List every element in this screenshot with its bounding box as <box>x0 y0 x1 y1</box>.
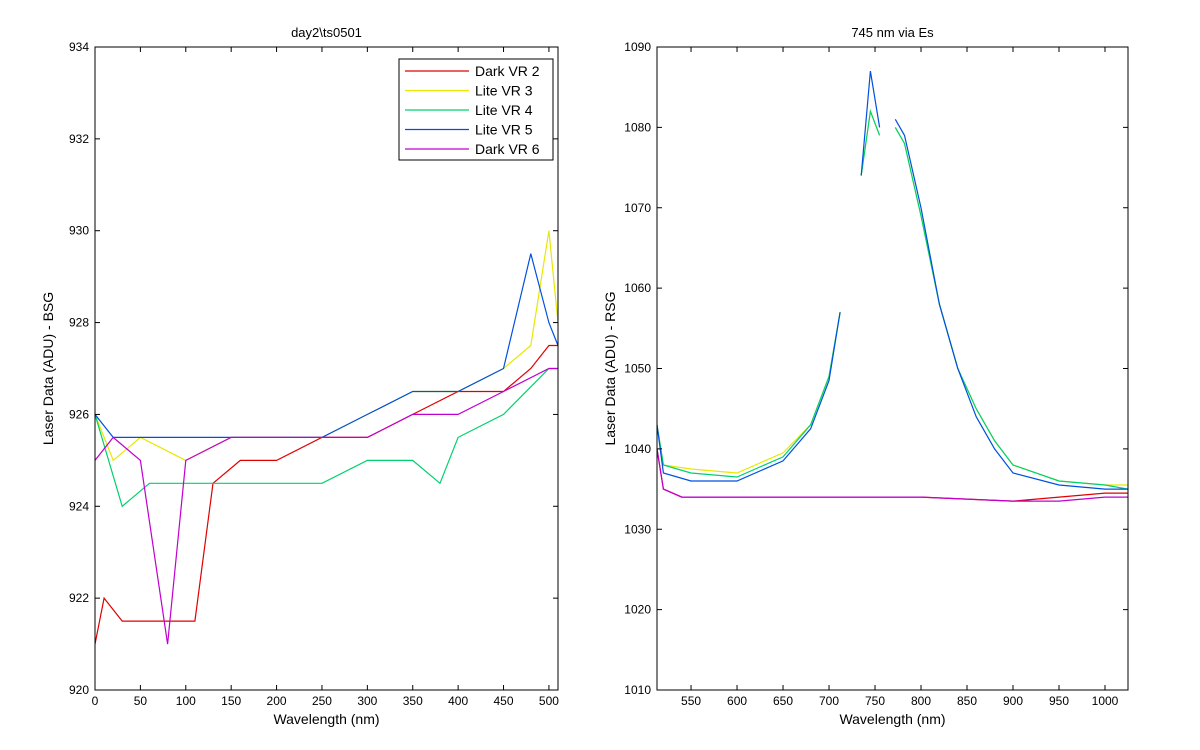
y-tick-label: 1030 <box>624 522 651 536</box>
x-tick-label: 300 <box>357 694 377 708</box>
x-tick-label: 550 <box>681 694 701 708</box>
x-tick-label: 450 <box>494 694 514 708</box>
series-line-1 <box>95 344 558 645</box>
axes-frame <box>94 46 559 691</box>
x-tick-label: 400 <box>448 694 468 708</box>
x-tick-label: 900 <box>1003 694 1023 708</box>
legend: Dark VR 2 Lite VR 3 Lite VR 4 Lite VR 5 Dark… <box>398 58 554 161</box>
x-tick-label: 750 <box>865 694 885 708</box>
y-tick-label: 926 <box>69 407 89 421</box>
series-group <box>95 230 558 645</box>
x-tick-label: 1000 <box>1092 694 1119 708</box>
x-axis-label: Wavelength (nm) <box>273 711 379 727</box>
y-tick-label: 1060 <box>624 281 651 295</box>
right-plot: 550 600 650 700 750 800 850 900 950 1000 1010 1020 1… <box>602 25 1129 727</box>
series-line-3 <box>95 367 558 508</box>
series-line-4 <box>657 71 1128 490</box>
y-axis-label: Laser Data (ADU) - RSG <box>602 291 618 445</box>
x-tick-label: 150 <box>221 694 241 708</box>
y-tick-label: 1010 <box>624 683 651 697</box>
left-plot: 0 50 100 150 200 250 300 350 400 450 500 920 922 924 9… <box>40 25 559 727</box>
x-axis-label: Wavelength (nm) <box>839 711 945 727</box>
series-line-5 <box>95 367 558 645</box>
series-line-3 <box>657 108 1128 490</box>
y-tick-label: 1050 <box>624 362 651 376</box>
x-tick-label: 0 <box>92 694 99 708</box>
x-tick-label: 650 <box>773 694 793 708</box>
x-tick-label: 500 <box>539 694 559 708</box>
y-tick-label: 924 <box>69 499 89 513</box>
y-tick-label: 1070 <box>624 201 651 215</box>
series-group <box>657 71 1128 502</box>
x-tick-label: 850 <box>957 694 977 708</box>
y-tick-label: 928 <box>69 316 89 330</box>
x-tick-label: 200 <box>267 694 287 708</box>
y-tick-label: 1080 <box>624 120 651 134</box>
x-tick-label: 600 <box>727 694 747 708</box>
y-tick-label: 922 <box>69 591 89 605</box>
x-tick-label: 50 <box>134 694 148 708</box>
x-tick-label: 800 <box>911 694 931 708</box>
x-tick-label: 100 <box>176 694 196 708</box>
series-line-4 <box>95 253 558 438</box>
legend-label-3: Lite VR 4 <box>475 102 533 118</box>
x-tick-label: 250 <box>312 694 332 708</box>
series-line-5 <box>657 448 1128 502</box>
chart-title: day2\ts0501 <box>291 25 362 40</box>
legend-label-4: Lite VR 5 <box>475 122 533 138</box>
x-tick-label: 950 <box>1049 694 1069 708</box>
plot-area <box>657 47 1128 690</box>
y-tick-label: 1020 <box>624 603 651 617</box>
y-tick-label: 1090 <box>624 40 651 54</box>
legend-label-1: Dark VR 2 <box>475 63 540 79</box>
y-tick-label: 920 <box>69 683 89 697</box>
y-tick-label: 1040 <box>624 442 651 456</box>
y-tick-label: 934 <box>69 40 89 54</box>
y-axis-label: Laser Data (ADU) - BSG <box>40 292 56 445</box>
legend-label-2: Lite VR 3 <box>475 83 533 99</box>
chart-title: 745 nm via Es <box>851 25 934 40</box>
legend-label-5: Dark VR 6 <box>475 141 540 157</box>
x-tick-label: 700 <box>819 694 839 708</box>
x-tick-label: 350 <box>403 694 423 708</box>
y-tick-label: 932 <box>69 132 89 146</box>
y-tick-label: 930 <box>69 224 89 238</box>
